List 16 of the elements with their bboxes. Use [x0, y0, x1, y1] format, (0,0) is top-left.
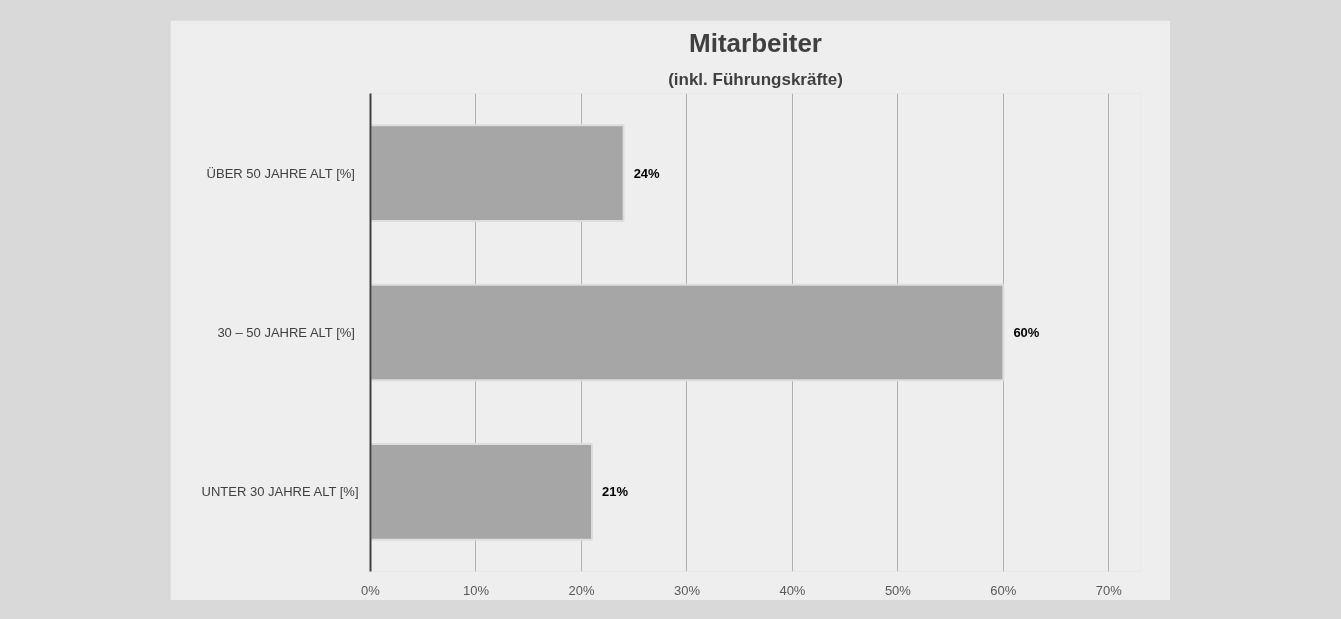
data-label: 24%	[633, 165, 661, 181]
x-tick-label: 10%	[462, 582, 490, 598]
chart-title: Mitarbeiter	[689, 27, 822, 58]
data-label: 60%	[1013, 325, 1040, 340]
x-tick-label: 0%	[361, 582, 381, 598]
y-tick-label: UNTER 30 JAHRE ALT [%]	[201, 484, 359, 500]
y-tick-label: 30 – 50 JAHRE ALT [%]	[217, 325, 355, 340]
x-tick-label: 60%	[990, 582, 1017, 598]
x-tick-label: 50%	[884, 582, 912, 598]
data-label: 21%	[602, 484, 629, 500]
y-tick-label: ÜBER 50 JAHRE ALT [%]	[206, 165, 355, 181]
x-tick-label: 70%	[1095, 582, 1123, 598]
x-tick-label: 40%	[779, 582, 806, 598]
x-tick-label: 30%	[673, 582, 701, 598]
chart-subtitle: (inkl. Führungskräfte)	[668, 69, 843, 89]
x-tick-label: 20%	[568, 582, 595, 598]
